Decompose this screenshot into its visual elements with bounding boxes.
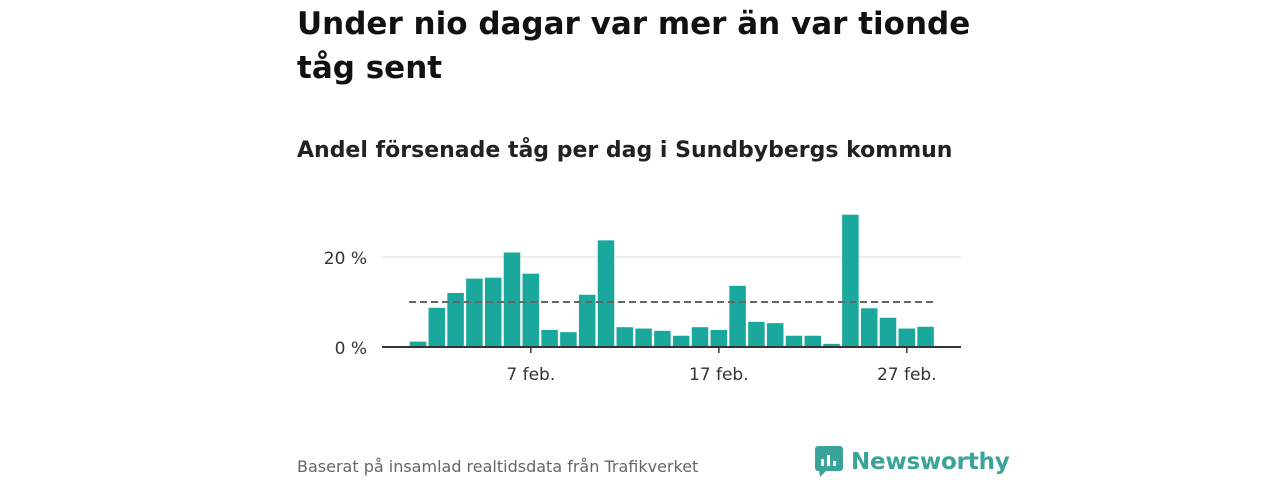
bar [522, 273, 540, 347]
brand-logo[interactable]: Newsworthy [815, 446, 1010, 478]
bar [842, 214, 859, 347]
bar [597, 240, 615, 347]
newsworthy-logo-icon [815, 446, 843, 477]
bars-layer [409, 214, 934, 347]
bar [560, 332, 577, 347]
bar [729, 285, 746, 347]
brand-name: Newsworthy [851, 449, 1010, 475]
chart-subtitle: Andel försenade tåg per dag i Sundbyberg… [297, 138, 953, 163]
bar [710, 329, 728, 347]
bar [898, 328, 916, 347]
bar [654, 330, 671, 347]
source-note: Baserat på insamlad realtidsdata från Tr… [297, 457, 699, 476]
bar [691, 327, 709, 347]
bar [484, 277, 502, 347]
bar [860, 308, 878, 347]
bar [917, 326, 934, 347]
bar [766, 323, 784, 347]
bar [503, 252, 521, 347]
x-tick-label: 17 feb. [689, 365, 749, 385]
x-tick-label: 27 feb. [877, 365, 937, 385]
bar [879, 317, 897, 347]
x-tick-label: 7 feb. [506, 365, 555, 385]
bar [823, 343, 840, 347]
bar [804, 335, 822, 347]
bar [616, 327, 634, 347]
bar [635, 328, 652, 347]
axis-layer: 0 % 20 % 7 feb. 17 feb. 27 feb. [324, 249, 961, 385]
bar [785, 335, 803, 347]
chart-title: Under nio dagar var mer än var tionde tå… [297, 6, 971, 86]
y-tick-label: 20 % [324, 249, 367, 269]
bar [428, 307, 446, 347]
bar [466, 278, 483, 347]
bar [578, 294, 596, 347]
bar [409, 341, 427, 347]
bar [447, 293, 464, 347]
y-tick-label: 0 % [335, 339, 367, 359]
bar [748, 321, 765, 347]
bar [672, 335, 690, 347]
bar [541, 329, 558, 347]
